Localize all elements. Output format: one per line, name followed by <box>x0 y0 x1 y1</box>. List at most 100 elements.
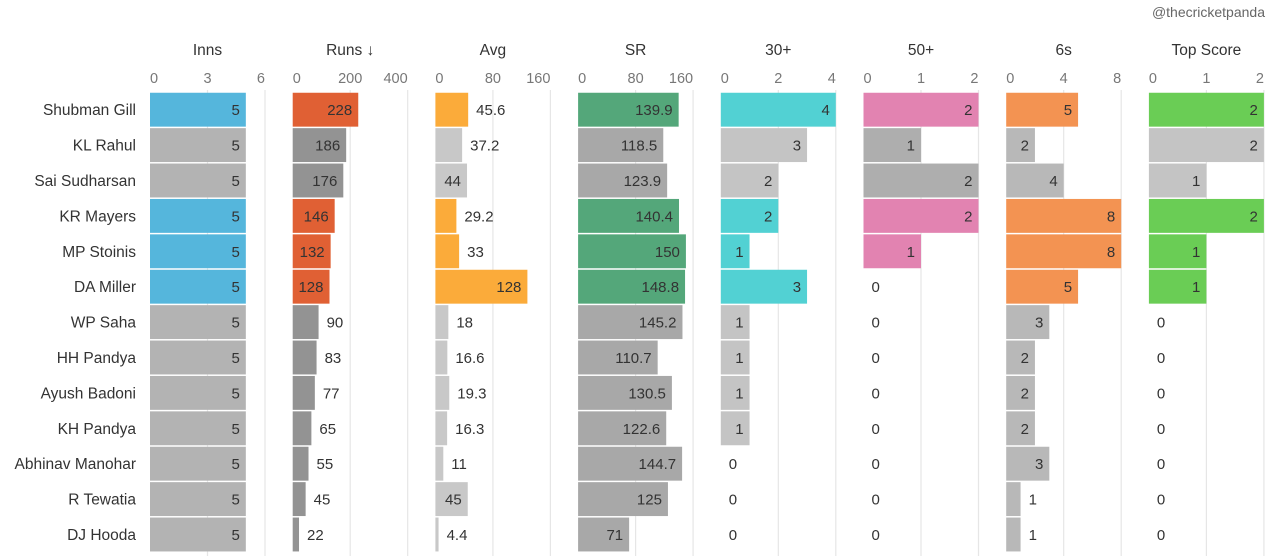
data-label-avg: 45.6 <box>476 102 505 119</box>
axis-tick-label: 8 <box>1113 71 1121 87</box>
data-label-avg: 16.6 <box>455 350 484 367</box>
data-label-top-score: 2 <box>1250 102 1258 119</box>
bar-50 <box>863 163 979 198</box>
bar-30 <box>720 92 836 127</box>
data-label-runs: 186 <box>315 138 340 155</box>
data-label-6s: 2 <box>1021 421 1029 438</box>
axis-tick-label: 0 <box>150 71 158 87</box>
axis-tick-label: 400 <box>383 71 407 87</box>
bar-30 <box>720 340 750 375</box>
data-label-runs: 45 <box>314 492 331 509</box>
bar-sr <box>578 305 683 340</box>
data-label-top-score: 0 <box>1157 492 1165 509</box>
bar-runs <box>292 340 317 375</box>
axis-tick-label: 0 <box>721 71 729 87</box>
data-label-top-score: 1 <box>1192 244 1200 261</box>
data-label-50: 0 <box>872 492 880 509</box>
data-label-30: 0 <box>729 456 737 473</box>
data-label-50: 1 <box>907 244 915 261</box>
bar-top-score <box>1148 92 1264 127</box>
axis-tick-label: 6 <box>257 71 265 87</box>
data-label-inns: 5 <box>231 456 239 473</box>
data-label-sr: 130.5 <box>628 385 666 402</box>
data-label-runs: 83 <box>325 350 342 367</box>
bar-sr <box>578 234 686 269</box>
data-label-avg: 4.4 <box>447 527 468 544</box>
bar-runs <box>292 128 347 163</box>
bar-avg <box>435 269 528 304</box>
data-label-top-score: 2 <box>1250 138 1258 155</box>
data-label-runs: 22 <box>307 527 324 544</box>
axis-tick-label: 0 <box>1006 71 1014 87</box>
player-name-label: DA Miller <box>74 279 136 296</box>
axis-tick-label: 0 <box>1149 71 1157 87</box>
data-label-inns: 5 <box>231 138 239 155</box>
bar-30 <box>720 198 779 233</box>
bar-50 <box>863 128 921 163</box>
axis-tick-label: 80 <box>485 71 501 87</box>
bar-inns <box>150 517 246 552</box>
data-label-50: 0 <box>872 456 880 473</box>
data-label-50: 1 <box>907 138 915 155</box>
data-label-avg: 16.3 <box>455 421 484 438</box>
data-label-30: 4 <box>821 102 829 119</box>
bar-inns <box>150 305 246 340</box>
panel-title-50: 50+ <box>908 42 934 59</box>
bar-avg <box>435 411 448 446</box>
bar-inns <box>150 375 246 410</box>
data-label-30: 3 <box>793 279 801 296</box>
bar-runs <box>292 375 315 410</box>
bar-runs <box>292 411 312 446</box>
data-label-runs: 90 <box>327 315 344 332</box>
bar-inns <box>150 269 246 304</box>
data-label-6s: 3 <box>1035 315 1043 332</box>
panel-title-runs: Runs ↓ <box>326 42 374 59</box>
bar-inns <box>150 482 246 517</box>
bar-30 <box>720 411 750 446</box>
bar-sr <box>578 411 667 446</box>
data-label-top-score: 1 <box>1192 173 1200 190</box>
bar-50 <box>863 92 979 127</box>
bar-30 <box>720 375 750 410</box>
data-label-avg: 11 <box>451 456 467 473</box>
bar-runs <box>292 517 300 552</box>
bar-top-score <box>1148 163 1207 198</box>
data-label-runs: 146 <box>304 208 329 225</box>
data-label-30: 2 <box>764 173 772 190</box>
bar-runs <box>292 482 306 517</box>
data-label-sr: 139.9 <box>635 102 673 119</box>
player-name-label: Shubman Gill <box>43 102 136 119</box>
bar-6s <box>1006 128 1035 163</box>
bar-6s <box>1006 269 1079 304</box>
bar-runs <box>292 198 335 233</box>
data-label-avg: 29.2 <box>464 208 493 225</box>
data-label-inns: 5 <box>231 244 239 261</box>
bar-avg <box>435 163 468 198</box>
data-label-sr: 140.4 <box>635 208 673 225</box>
data-label-avg: 45 <box>445 492 462 509</box>
bar-50 <box>863 234 921 269</box>
bar-avg <box>435 234 460 269</box>
data-label-inns: 5 <box>231 385 239 402</box>
panel-title-top-score: Top Score <box>1172 42 1242 59</box>
bar-inns <box>150 163 246 198</box>
data-label-6s: 2 <box>1021 350 1029 367</box>
bar-inns <box>150 234 246 269</box>
bar-50 <box>863 198 979 233</box>
data-label-30: 1 <box>735 315 743 332</box>
bar-6s <box>1006 198 1122 233</box>
data-label-top-score: 2 <box>1250 208 1258 225</box>
bar-avg <box>435 305 449 340</box>
data-label-6s: 2 <box>1021 385 1029 402</box>
data-label-50: 2 <box>964 208 972 225</box>
player-name-label: WP Saha <box>71 315 137 332</box>
data-label-6s: 5 <box>1064 102 1072 119</box>
data-label-inns: 5 <box>231 350 239 367</box>
data-label-50: 0 <box>872 315 880 332</box>
player-name-label: KR Mayers <box>59 208 136 225</box>
data-label-sr: 110.7 <box>615 350 651 367</box>
bar-inns <box>150 340 246 375</box>
bar-runs <box>292 305 319 340</box>
data-label-top-score: 0 <box>1157 456 1165 473</box>
bar-sr <box>578 128 664 163</box>
